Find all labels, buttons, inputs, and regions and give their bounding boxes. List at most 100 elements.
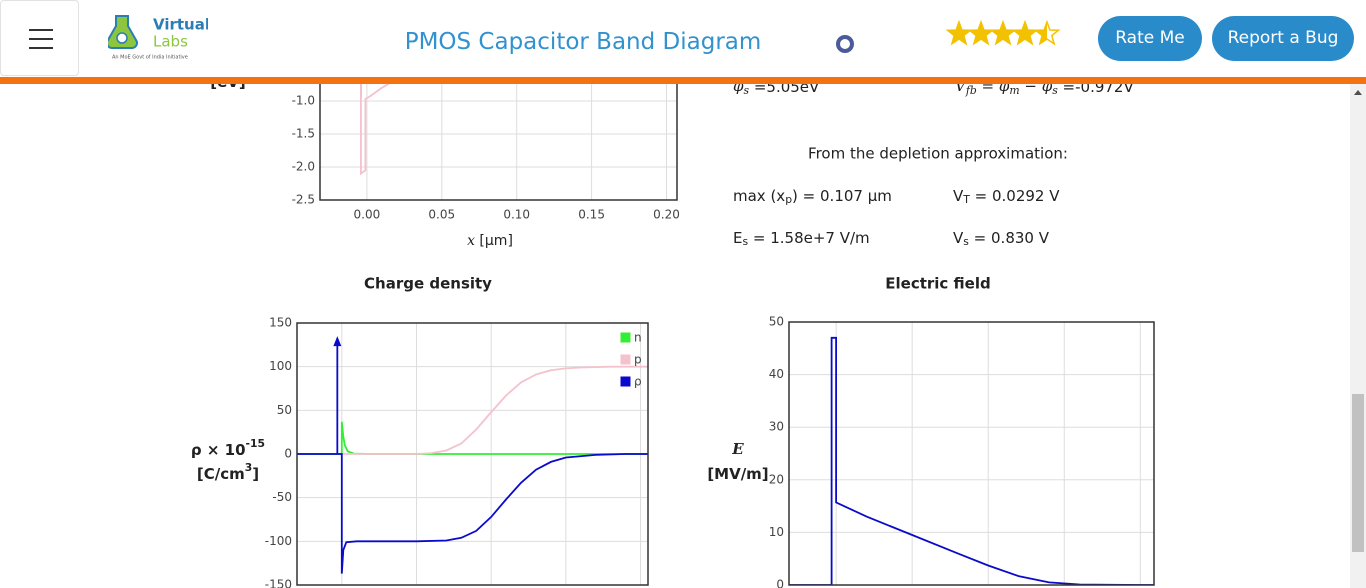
series-line (297, 453, 648, 574)
logo-icon (108, 15, 138, 49)
y-tick-label: -1.5 (292, 127, 315, 141)
plot-frame (296, 322, 649, 586)
y-tick-label: -100 (265, 534, 292, 548)
y-tick-label: -2.5 (292, 193, 315, 207)
x-tick-label: 0.10 (503, 208, 530, 222)
legend-swatch (619, 331, 632, 344)
header: Virtual Labs An MoE Govt of India Initia… (0, 0, 1366, 77)
impulse (333, 336, 342, 454)
result-text-part: φ (733, 77, 744, 95)
y-tick-label: 40 (769, 367, 784, 381)
y-tick-label: -1.0 (292, 94, 315, 108)
bug-button[interactable]: Report a Bug (1212, 16, 1354, 61)
legend-swatch (619, 375, 632, 388)
y-tick-label: 10 (769, 525, 784, 539)
y-axis-label-part: ] (252, 465, 259, 483)
legend-label: n (634, 331, 642, 345)
result-text-part: max (x (733, 187, 785, 205)
logo: Virtual Labs An MoE Govt of India Initia… (108, 15, 208, 61)
result-text-part: s (1052, 84, 1058, 97)
series-line (341, 365, 648, 455)
star (991, 22, 1015, 44)
impulse-arrow (333, 336, 342, 347)
y-axis-label-part: [C/cm (197, 465, 245, 483)
x-axis-label-part: [μm] (475, 233, 513, 249)
y-tick-label: -150 (265, 578, 292, 588)
plot-area (320, 74, 677, 200)
logo-text: Labs (153, 33, 188, 51)
result-text-part: = 0.0292 V (970, 187, 1060, 205)
y-tick-label: 0 (284, 447, 292, 461)
rate-button[interactable]: Rate Me (1098, 16, 1202, 61)
result-text: VT = 0.0292 V (953, 187, 1060, 207)
star (1013, 22, 1037, 44)
result-text: Vs = 0.830 V (953, 229, 1050, 249)
x-tick-label: 0.20 (653, 208, 680, 222)
star (969, 22, 993, 44)
series-line (789, 336, 1154, 585)
result-text-part: T (962, 193, 970, 206)
y-tick-label: -2.0 (292, 160, 315, 174)
scrollbar-thumb[interactable] (1352, 394, 1364, 552)
header-accent (0, 77, 1366, 84)
page-title: PMOS Capacitor Band Diagram (404, 29, 762, 55)
y-axis-label: E (731, 440, 744, 458)
result-text-part: E (733, 229, 742, 247)
result-text-part: fb (965, 84, 977, 97)
menu-button[interactable] (0, 0, 79, 76)
result-text-part: m (1009, 84, 1019, 97)
result-text-part: = 1.58e+7 V/m (748, 229, 870, 247)
result-text-part: s (744, 84, 750, 97)
emblem-icon (840, 39, 850, 49)
logo-icon (116, 32, 128, 44)
star (1035, 22, 1047, 44)
y-axis-label-part: ρ × 10 (191, 441, 246, 459)
result-text-part: p (785, 193, 792, 206)
star (947, 22, 971, 44)
rating (946, 20, 1061, 46)
y-tick-label: 0 (776, 578, 784, 588)
result-text-part: V (953, 187, 964, 205)
y-axis-label-part: -15 (246, 437, 266, 450)
chart-title: Electric field (885, 275, 990, 293)
legend-swatch (619, 353, 632, 366)
scroll-arrow (1354, 90, 1362, 95)
y-tick-label: 100 (269, 359, 292, 373)
y-tick-label: 30 (769, 420, 784, 434)
legend-label: ρ (634, 375, 642, 389)
result-text: Es = 1.58e+7 V/m (733, 229, 870, 249)
result-text-part: = 0.830 V (969, 229, 1050, 247)
y-tick-label: 50 (277, 403, 292, 417)
chart-title: Charge density (364, 275, 492, 293)
y-axis-label: [C/cm3] (197, 461, 259, 483)
y-tick-label: 20 (769, 472, 784, 486)
y-axis-label: ρ × 10-15 (191, 437, 265, 459)
x-axis-label: x [μm] (467, 233, 513, 249)
series-line (360, 74, 405, 176)
x-tick-label: 0.15 (578, 208, 605, 222)
logo-text: Virtual (153, 16, 208, 34)
result-text-part: V (953, 229, 964, 247)
y-tick-label: 50 (769, 315, 784, 329)
plot-area (789, 322, 1154, 585)
result-text-part: ) = 0.107 µm (792, 187, 892, 205)
legend-label: p (634, 353, 642, 367)
logo-tagline: An MoE Govt of India Initiative (112, 55, 188, 61)
result-text-part: s (963, 235, 969, 248)
y-tick-label: 150 (269, 316, 292, 330)
note: From the depletion approximation: (808, 145, 1068, 163)
result-text: max (xp) = 0.107 µm (733, 187, 892, 207)
y-axis-label-part: E (731, 440, 744, 458)
y-axis-label: [MV/m] (707, 465, 768, 483)
x-tick-label: 0.00 (354, 208, 381, 222)
y-tick-label: -50 (272, 490, 292, 504)
y-axis-label-part: [MV/m] (707, 465, 768, 483)
result-text-part: s (742, 235, 748, 248)
plot-frame (788, 321, 1155, 586)
emblem (836, 35, 854, 53)
x-axis-label-part: x (467, 233, 475, 249)
x-tick-label: 0.05 (428, 208, 455, 222)
scrollbar[interactable] (1350, 84, 1366, 588)
